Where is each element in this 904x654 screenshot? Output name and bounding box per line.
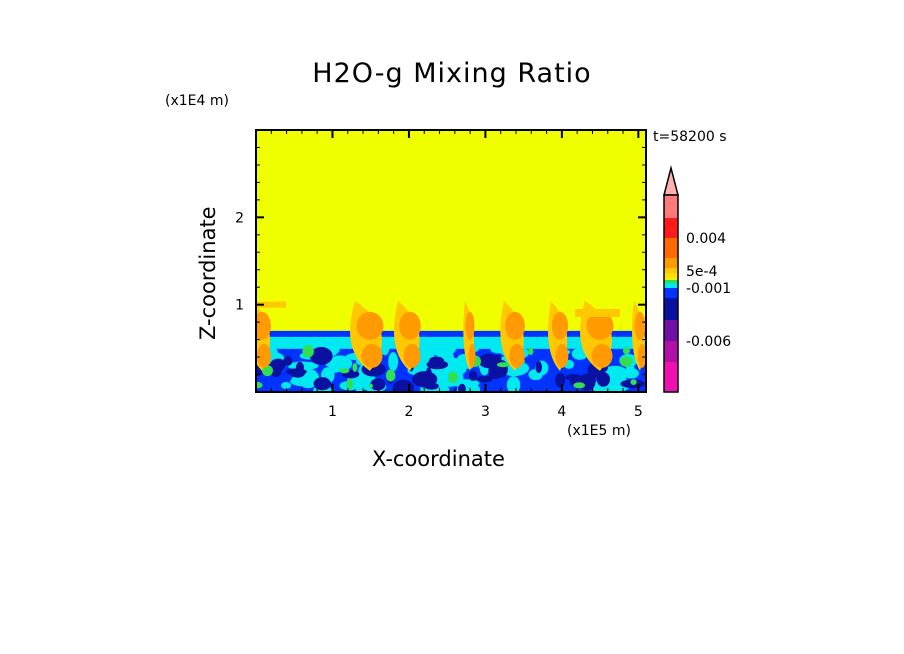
x-axis-label: X-coordinate [372, 447, 505, 471]
colorbar-segment [664, 362, 678, 392]
colorbar-label: -0.001 [686, 281, 731, 297]
colorbar-segment [664, 288, 678, 298]
y-tick-label: 2 [235, 210, 244, 226]
x-axis-unit: (x1E5 m) [567, 423, 631, 439]
green-patch [630, 379, 637, 386]
colorbar: 0.004 5e-4-0.001 -0.006 [663, 165, 731, 393]
dark-blue-patch [565, 374, 583, 381]
dark-blue-patch [555, 372, 566, 388]
cyan-patch [355, 383, 365, 392]
green-patch [528, 347, 534, 356]
colorbar-label: -0.006 [686, 334, 731, 350]
chart-title: H2O-g Mixing Ratio [312, 58, 592, 89]
axis-ticks: 1 2 3 4 5 1 2 [235, 130, 646, 420]
colorbar-segment [664, 238, 678, 258]
cyan-patch [623, 367, 640, 379]
plume-core [399, 311, 421, 340]
green-patch [352, 362, 358, 372]
colorbar-segment [664, 195, 678, 218]
dark-blue-patch [313, 377, 332, 391]
green-patch [261, 365, 273, 377]
colorbar-segment [664, 341, 678, 362]
dark-blue-patch [535, 361, 542, 374]
green-patch [368, 383, 373, 388]
plume-core [551, 311, 569, 340]
dark-blue-patch [488, 362, 504, 380]
dark-blue-patch [458, 383, 466, 392]
plume-core [256, 311, 271, 340]
dark-blue-patch [476, 375, 493, 383]
colorbar-frame [663, 194, 679, 393]
dark-blue-patch [370, 378, 386, 391]
plume-lower [403, 343, 421, 368]
green-patch [339, 368, 350, 374]
dark-blue-patch [309, 347, 333, 365]
cyan-patch [380, 338, 390, 356]
dark-blue-patch [285, 368, 307, 376]
colorbar-segment [664, 278, 678, 280]
x-tick-label: 4 [557, 404, 566, 420]
plume-core [586, 311, 614, 340]
colorbar-segment [664, 258, 678, 268]
plume-lower [361, 343, 383, 368]
colorbar-segment [664, 218, 678, 238]
y-axis-unit: (x1E4 m) [165, 93, 229, 109]
colorbar-segment [664, 320, 678, 341]
dark-blue-patch [392, 379, 414, 392]
colorbar-segment [664, 268, 678, 273]
x-tick-label: 2 [404, 404, 413, 420]
green-patch [385, 369, 396, 382]
colorbar-segment [664, 298, 678, 320]
green-patch [496, 362, 510, 368]
green-patch [619, 356, 633, 367]
green-patch [573, 382, 585, 389]
cyan-patch [388, 352, 399, 372]
colorbar-segment [664, 280, 678, 283]
plume-lower [591, 343, 613, 368]
time-annotation: t=58200 s [653, 129, 727, 145]
colorbar-segment [664, 283, 678, 288]
colorbar-segment [664, 273, 678, 278]
y-tick-label: 1 [235, 298, 244, 314]
green-patch [346, 378, 353, 390]
plume-lower [509, 343, 525, 368]
plume-lower [637, 343, 646, 368]
x-tick-label: 1 [328, 404, 337, 420]
colorbar-label: 0.004 [686, 231, 726, 247]
plume-core [465, 311, 475, 340]
contour-field [256, 130, 646, 392]
plume-core [634, 311, 646, 340]
x-tick-label: 3 [481, 404, 490, 420]
green-patch [448, 371, 458, 384]
cyan-patch [281, 382, 292, 389]
colorbar-label: 5e-4 [686, 264, 718, 280]
dark-blue-patch [270, 358, 287, 372]
plume-lower [257, 343, 271, 368]
dark-blue-patch [283, 355, 293, 366]
plume-core [356, 311, 384, 340]
colorbar-extend-triangle [663, 165, 679, 196]
plume-top [575, 309, 620, 318]
plume-lower [468, 343, 476, 368]
cyan-patch [506, 376, 521, 392]
dark-blue-patch [596, 371, 610, 387]
plume-core [505, 311, 525, 340]
green-patch [256, 381, 263, 389]
green-patch [622, 347, 631, 355]
x-tick-label: 5 [634, 404, 643, 420]
plume-top [256, 301, 286, 308]
dark-blue-patch [412, 376, 434, 384]
dark-blue-patch [468, 370, 478, 382]
plot-frame [255, 129, 647, 393]
plume-lower [555, 343, 569, 368]
dark-blue-patch [426, 360, 449, 370]
green-patch [302, 344, 314, 358]
